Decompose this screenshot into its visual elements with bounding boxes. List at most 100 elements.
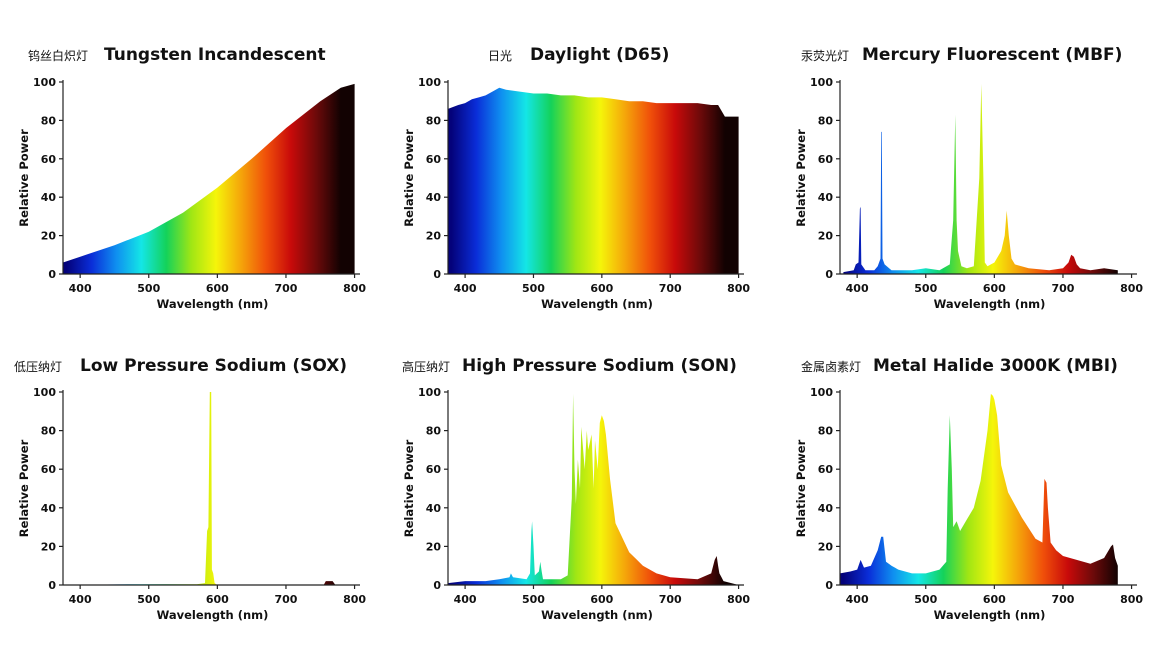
x-axis-label: Wavelength (nm) <box>157 297 269 311</box>
x-tick-label: 800 <box>343 593 366 606</box>
chart-title: Daylight (D65) <box>530 45 669 65</box>
chart-panel-6: 金属卤素灯 Metal Halide 3000K (MBI) 0 20 40 60 80 10… <box>794 356 1143 622</box>
chart-title-cn: 低压纳灯 <box>14 360 62 374</box>
x-tick-label: 500 <box>137 593 160 606</box>
x-tick-label: 400 <box>454 593 477 606</box>
y-axis-label: Relative Power <box>17 439 31 537</box>
y-tick-label: 100 <box>33 76 56 89</box>
y-tick-label: 80 <box>41 114 57 127</box>
x-axis-label: Wavelength (nm) <box>541 297 653 311</box>
y-tick-label: 100 <box>418 386 441 399</box>
y-axis-label: Relative Power <box>17 129 31 227</box>
x-axis-label: Wavelength (nm) <box>934 608 1046 622</box>
y-tick-label: 80 <box>426 114 442 127</box>
chart-panel-4: 低压纳灯 Low Pressure Sodium (SOX) 0 20 40 60 80 10… <box>14 356 366 622</box>
x-tick-label: 700 <box>1051 282 1074 295</box>
y-tick-label: 0 <box>825 579 833 592</box>
x-tick-label: 700 <box>659 593 682 606</box>
y-tick-label: 60 <box>426 153 442 166</box>
chart-panel-2: 日光 Daylight (D65) 0 20 40 60 80 100 400 500 600 700… <box>402 45 750 311</box>
y-tick-label: 40 <box>818 502 834 515</box>
y-axis-label: Relative Power <box>794 439 808 537</box>
y-tick-label: 100 <box>418 76 441 89</box>
chart-title-cn: 高压纳灯 <box>402 359 450 374</box>
x-tick-label: 400 <box>846 282 869 295</box>
spectrum-area <box>448 87 739 274</box>
chart-title-cn: 日光 <box>488 49 512 63</box>
spectrum-area <box>843 83 1118 275</box>
y-tick-label: 80 <box>818 114 834 127</box>
x-tick-label: 600 <box>206 593 229 606</box>
chart-title: Low Pressure Sodium (SOX) <box>80 356 347 376</box>
y-tick-label: 60 <box>818 463 834 476</box>
spectrum-area <box>840 393 1118 585</box>
y-tick-label: 20 <box>818 540 834 553</box>
x-tick-label: 800 <box>1120 282 1143 295</box>
x-tick-label: 400 <box>846 593 869 606</box>
x-tick-label: 700 <box>1051 593 1074 606</box>
y-tick-label: 60 <box>818 153 834 166</box>
spectrum-area <box>63 392 355 585</box>
y-axis-label: Relative Power <box>402 439 416 537</box>
chart-panel-5: 高压纳灯 High Pressure Sodium (SON) 0 20 40 60 80 1… <box>402 356 750 622</box>
x-tick-label: 700 <box>274 282 297 295</box>
x-tick-label: 500 <box>522 593 545 606</box>
y-tick-label: 40 <box>426 191 442 204</box>
chart-title: High Pressure Sodium (SON) <box>462 356 737 376</box>
x-tick-label: 800 <box>1120 593 1143 606</box>
y-tick-label: 40 <box>41 502 57 515</box>
x-tick-label: 800 <box>343 282 366 295</box>
x-tick-label: 600 <box>590 593 613 606</box>
chart-title-cn: 钨丝白炽灯 <box>28 48 88 63</box>
x-tick-label: 500 <box>522 282 545 295</box>
spectrum-area <box>63 83 355 275</box>
y-tick-label: 0 <box>48 579 56 592</box>
chart-title-cn: 金属卤素灯 <box>801 359 861 374</box>
chart-title: Metal Halide 3000K (MBI) <box>873 356 1118 376</box>
y-tick-label: 60 <box>41 153 57 166</box>
x-tick-label: 600 <box>983 593 1006 606</box>
chart-title: Tungsten Incandescent <box>104 45 326 65</box>
y-tick-label: 40 <box>41 191 57 204</box>
y-tick-label: 80 <box>41 425 57 438</box>
x-tick-label: 400 <box>69 593 92 606</box>
x-tick-label: 600 <box>590 282 613 295</box>
chart-title-cn: 汞荧光灯 <box>801 49 849 63</box>
x-tick-label: 800 <box>727 593 750 606</box>
y-tick-label: 80 <box>818 425 834 438</box>
x-tick-label: 600 <box>206 282 229 295</box>
x-axis-label: Wavelength (nm) <box>157 608 269 622</box>
x-tick-label: 700 <box>274 593 297 606</box>
y-tick-label: 100 <box>810 76 833 89</box>
y-tick-label: 40 <box>818 191 834 204</box>
y-tick-label: 0 <box>825 268 833 281</box>
x-axis-label: Wavelength (nm) <box>934 297 1046 311</box>
x-tick-label: 500 <box>914 282 937 295</box>
y-tick-label: 20 <box>41 230 57 243</box>
y-tick-label: 20 <box>426 540 442 553</box>
y-tick-label: 20 <box>41 540 57 553</box>
chart-panel-3: 汞荧光灯 Mercury Fluorescent (MBF) 0 20 40 60 80 10… <box>794 45 1143 311</box>
y-tick-label: 60 <box>426 463 442 476</box>
y-axis-label: Relative Power <box>402 129 416 227</box>
y-tick-label: 40 <box>426 502 442 515</box>
spectrum-area <box>448 393 739 585</box>
y-tick-label: 80 <box>426 425 442 438</box>
x-tick-label: 400 <box>69 282 92 295</box>
x-tick-label: 500 <box>137 282 160 295</box>
y-tick-label: 100 <box>810 386 833 399</box>
x-axis-label: Wavelength (nm) <box>541 608 653 622</box>
x-tick-label: 500 <box>914 593 937 606</box>
y-tick-label: 0 <box>433 579 441 592</box>
x-tick-label: 700 <box>659 282 682 295</box>
y-tick-label: 0 <box>433 268 441 281</box>
chart-panel-1: 钨丝白炽灯 Tungsten Incandescent 0 20 40 60 80 100 40… <box>17 45 366 311</box>
chart-title: Mercury Fluorescent (MBF) <box>862 45 1122 65</box>
y-tick-label: 100 <box>33 386 56 399</box>
y-axis-label: Relative Power <box>794 129 808 227</box>
y-tick-label: 20 <box>426 230 442 243</box>
x-tick-label: 800 <box>727 282 750 295</box>
y-tick-label: 20 <box>818 230 834 243</box>
x-tick-label: 400 <box>454 282 477 295</box>
